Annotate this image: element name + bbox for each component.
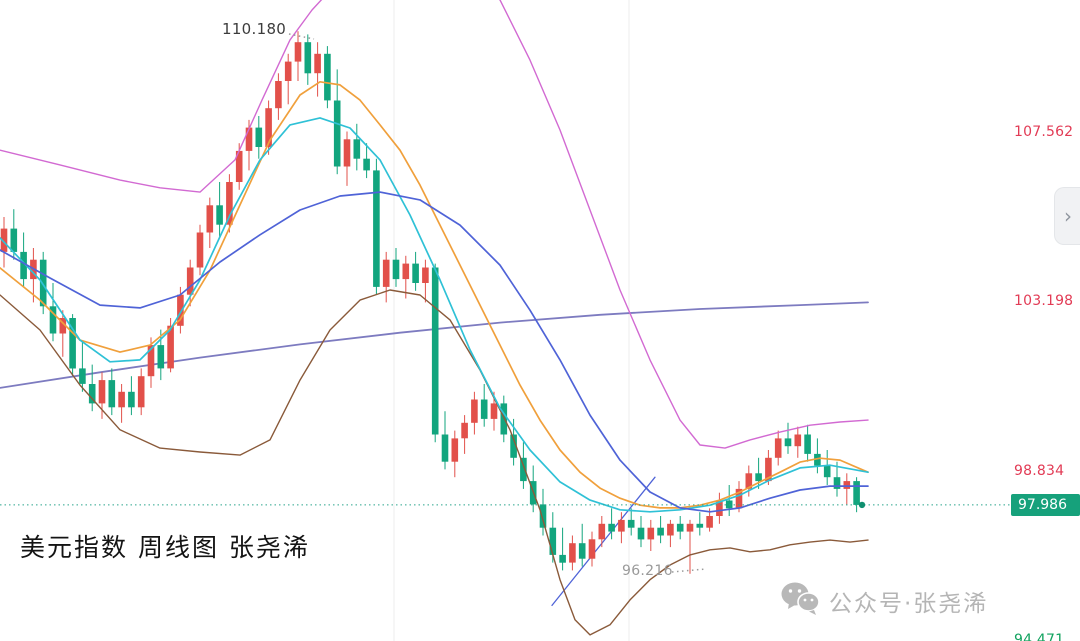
candle xyxy=(431,263,439,443)
candle xyxy=(108,368,116,416)
candle xyxy=(294,31,302,81)
candle xyxy=(20,232,27,287)
candle xyxy=(314,42,321,97)
candle xyxy=(461,415,468,454)
candle xyxy=(373,158,380,295)
candle xyxy=(676,516,684,540)
annotation-leader xyxy=(671,568,707,573)
axis-price-label: 98.834 xyxy=(1014,463,1065,479)
high-annotation: 110.180 xyxy=(222,20,287,38)
candle xyxy=(608,508,615,540)
candle xyxy=(186,259,194,307)
current-price-tag: 97.986 xyxy=(1011,494,1080,516)
candle xyxy=(696,512,704,536)
axis-price-label: 107.562 xyxy=(1014,124,1074,140)
candle xyxy=(814,438,821,474)
candle xyxy=(137,368,145,416)
candle xyxy=(333,69,341,175)
candle xyxy=(441,411,449,470)
watermark: 公众号·张尧浠 xyxy=(780,580,988,622)
candle xyxy=(647,519,655,551)
candle xyxy=(79,341,86,392)
candle xyxy=(539,488,547,536)
watermark-text: 公众号·张尧浠 xyxy=(829,591,989,617)
candle xyxy=(118,384,125,423)
candle xyxy=(412,251,419,291)
candle xyxy=(363,143,370,179)
candle xyxy=(637,516,645,548)
series-ma-orange xyxy=(0,80,869,509)
candle xyxy=(559,527,566,571)
series-ma-blue xyxy=(0,191,869,513)
candle xyxy=(784,422,792,454)
candle xyxy=(765,450,772,485)
candle xyxy=(265,100,272,155)
candle xyxy=(598,516,606,548)
candle xyxy=(284,53,292,105)
candle xyxy=(725,485,733,516)
last-price-dot xyxy=(858,501,866,509)
candle xyxy=(853,477,860,513)
candle xyxy=(343,131,351,186)
candle xyxy=(833,461,841,497)
candle xyxy=(69,314,76,377)
annotation-leader xyxy=(288,33,315,40)
candle xyxy=(353,123,361,171)
candle xyxy=(627,508,635,536)
candle xyxy=(471,391,478,435)
candle xyxy=(774,430,782,466)
candle xyxy=(823,450,831,485)
candle xyxy=(569,535,576,571)
candle xyxy=(657,516,664,544)
candle xyxy=(324,46,331,109)
candle xyxy=(88,364,96,412)
candle xyxy=(128,376,135,416)
candle xyxy=(255,116,263,159)
candle xyxy=(451,430,459,478)
chart-title: 美元指数 周线图 张尧浠 xyxy=(20,533,310,562)
candle xyxy=(716,492,723,524)
candle xyxy=(480,384,488,427)
axis-price-label: 103.198 xyxy=(1014,293,1074,309)
low-annotation: 96.216 xyxy=(622,563,673,579)
candle xyxy=(226,174,233,233)
series-lower-band xyxy=(0,289,869,636)
candle xyxy=(196,224,204,276)
candle xyxy=(98,372,106,419)
series-ma-cyan xyxy=(0,117,869,513)
candle xyxy=(147,337,155,388)
candle xyxy=(59,310,67,357)
candle xyxy=(755,457,762,489)
candle xyxy=(843,473,851,505)
candle xyxy=(804,424,811,462)
candle xyxy=(382,251,390,303)
candle xyxy=(735,481,743,513)
wechat-icon xyxy=(780,580,820,622)
candle xyxy=(794,426,802,458)
candle xyxy=(686,519,694,574)
candle xyxy=(588,531,596,567)
candle xyxy=(216,182,223,237)
candle xyxy=(402,255,410,299)
chevron-right-icon: › xyxy=(1064,204,1072,228)
series-trendline xyxy=(551,476,656,607)
candle xyxy=(392,248,400,287)
candle xyxy=(618,512,625,544)
candle xyxy=(578,523,586,567)
candle xyxy=(422,259,429,303)
candle xyxy=(667,519,674,548)
candle xyxy=(206,197,214,248)
axis-price-label: 94.471 xyxy=(1014,632,1065,641)
collapse-panel-button[interactable]: › xyxy=(1054,187,1080,245)
candle xyxy=(275,73,282,120)
candle xyxy=(304,34,312,85)
series-upper-band xyxy=(0,0,869,449)
